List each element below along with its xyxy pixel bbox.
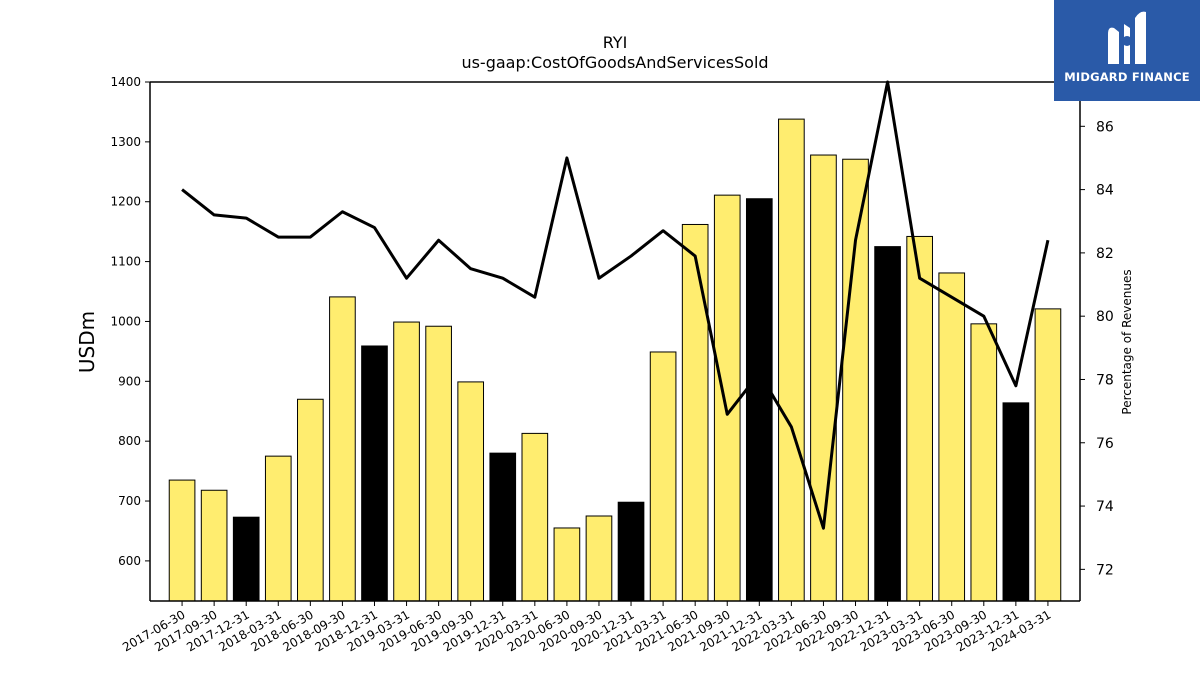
bar <box>489 452 517 602</box>
bar <box>585 515 613 602</box>
bar <box>521 432 549 602</box>
bar <box>681 223 709 602</box>
bar <box>938 272 966 602</box>
bar <box>1002 402 1030 602</box>
chart-title: RYI <box>603 33 628 52</box>
logo-mark-icon <box>1108 11 1146 65</box>
logo-text: MIDGARD FINANCE <box>1064 70 1190 84</box>
bar <box>553 527 581 602</box>
bar <box>329 296 356 602</box>
y2-tick-label: 80 <box>1096 309 1114 325</box>
line-series <box>181 80 1050 530</box>
bar <box>810 154 837 602</box>
bar <box>842 158 869 602</box>
bar <box>200 489 228 602</box>
y2-axis-label: Percentage of Revenues <box>1120 269 1134 414</box>
bar <box>778 118 805 602</box>
bar <box>745 198 773 602</box>
bar <box>1034 308 1062 602</box>
midgard-finance-logo: MIDGARD FINANCE <box>1054 0 1200 101</box>
bar <box>617 501 645 602</box>
bar <box>970 323 998 602</box>
bar <box>393 321 420 602</box>
y-tick-label: 1300 <box>110 135 141 149</box>
y2-tick-label: 74 <box>1096 499 1114 515</box>
y-tick-label: 700 <box>118 494 141 508</box>
bar <box>361 345 388 602</box>
bar-series <box>168 118 1062 602</box>
bar <box>874 246 901 602</box>
bar <box>297 398 324 602</box>
bar <box>713 194 741 602</box>
y2-tick-label: 72 <box>1096 562 1114 578</box>
bar <box>457 381 485 602</box>
bar <box>425 325 452 602</box>
y-axis-label: USDm <box>75 311 99 373</box>
bar <box>906 235 933 602</box>
y2-tick-label: 82 <box>1096 246 1114 262</box>
y-tick-label: 1000 <box>110 314 141 328</box>
y-tick-label: 600 <box>118 554 141 568</box>
y-tick-label: 1200 <box>110 195 141 209</box>
bar <box>168 479 196 602</box>
y-tick-label: 1100 <box>110 255 141 269</box>
y-tick-label: 900 <box>118 374 141 388</box>
y2-tick-label: 84 <box>1096 183 1114 199</box>
chart-subtitle: us-gaap:CostOfGoodsAndServicesSold <box>461 53 768 72</box>
y2-tick-label: 78 <box>1096 372 1114 388</box>
y-tick-label: 800 <box>118 434 141 448</box>
y2-tick-label: 86 <box>1096 119 1114 135</box>
y-tick-label: 1400 <box>110 75 141 89</box>
percentage-line <box>181 80 1050 530</box>
bar <box>232 516 260 602</box>
bar <box>649 351 677 602</box>
bar <box>264 455 292 602</box>
y2-tick-label: 76 <box>1096 436 1114 452</box>
